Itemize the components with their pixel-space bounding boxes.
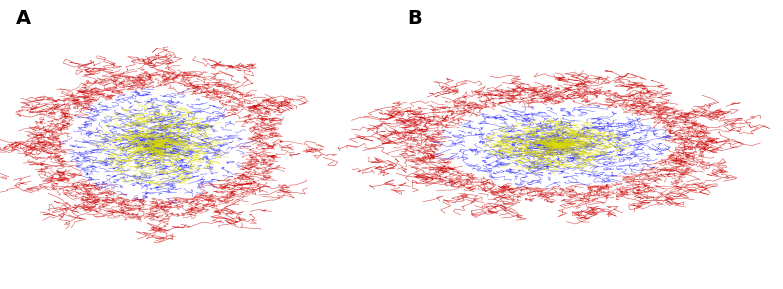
Text: B: B	[407, 9, 422, 28]
Text: A: A	[16, 9, 31, 28]
